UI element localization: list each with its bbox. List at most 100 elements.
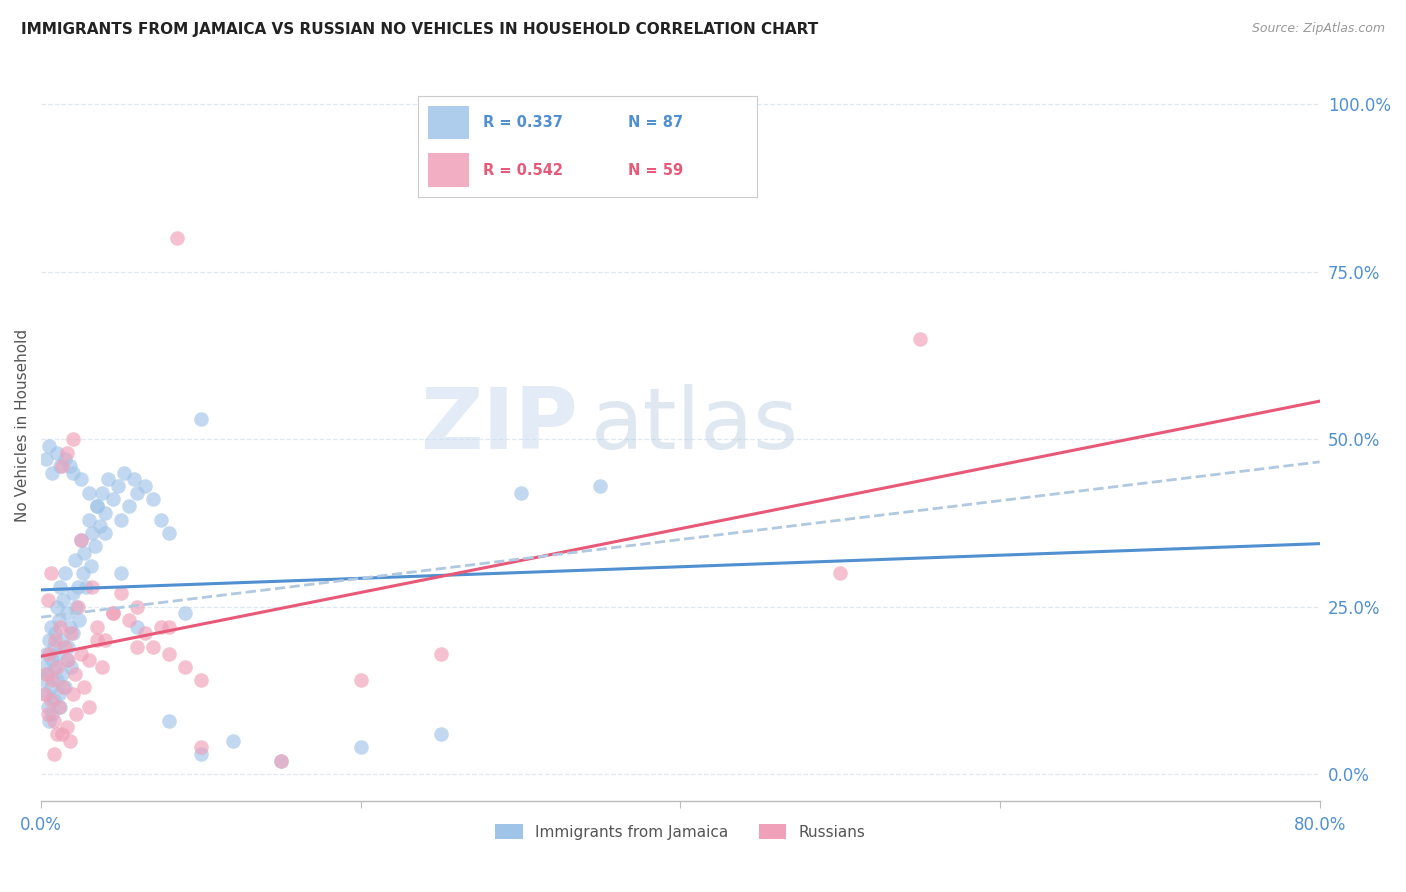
Point	[55, 445, 77, 459]
Point	[70, 647, 93, 661]
Point	[62, 626, 84, 640]
Point	[86, 633, 108, 648]
Point	[59, 458, 82, 473]
Point	[70, 533, 93, 547]
Point	[101, 607, 124, 621]
Point	[55, 653, 77, 667]
Point	[65, 599, 87, 614]
Point	[75, 580, 97, 594]
Point	[110, 566, 132, 581]
Point	[53, 680, 76, 694]
Point	[101, 607, 124, 621]
Point	[51, 458, 73, 473]
Point	[48, 687, 70, 701]
Point	[46, 673, 69, 688]
Point	[42, 640, 65, 654]
Point	[70, 533, 93, 547]
Point	[52, 680, 75, 694]
Point	[79, 559, 101, 574]
Point	[48, 700, 70, 714]
Point	[37, 706, 59, 721]
Point	[51, 666, 73, 681]
Point	[190, 412, 212, 426]
Point	[51, 727, 73, 741]
Point	[86, 499, 108, 513]
Point	[90, 485, 112, 500]
Point	[37, 700, 59, 714]
Point	[350, 740, 373, 755]
Point	[35, 687, 58, 701]
Point	[58, 653, 80, 667]
Text: ZIP: ZIP	[420, 384, 578, 467]
Point	[157, 714, 180, 728]
Point	[142, 640, 165, 654]
Point	[97, 472, 120, 486]
Point	[49, 700, 72, 714]
Point	[44, 660, 66, 674]
Point	[86, 499, 108, 513]
Point	[44, 626, 66, 640]
Point	[52, 593, 75, 607]
Point	[107, 479, 129, 493]
Point	[84, 539, 107, 553]
Point	[53, 640, 76, 654]
Point	[82, 525, 104, 540]
Point	[77, 700, 100, 714]
Point	[62, 432, 84, 446]
Point	[41, 466, 63, 480]
Point	[94, 525, 117, 540]
Point	[39, 566, 62, 581]
Text: atlas: atlas	[591, 384, 799, 467]
Point	[66, 599, 89, 614]
Point	[41, 673, 63, 688]
Point	[49, 458, 72, 473]
Point	[77, 485, 100, 500]
Point	[270, 754, 292, 768]
Point	[46, 727, 69, 741]
Point	[90, 660, 112, 674]
Point	[908, 332, 931, 346]
Point	[38, 647, 60, 661]
Point	[429, 727, 451, 741]
Point	[48, 613, 70, 627]
Point	[134, 626, 156, 640]
Point	[157, 620, 180, 634]
Point	[58, 640, 80, 654]
Point	[125, 620, 148, 634]
Point	[72, 566, 94, 581]
Point	[350, 673, 373, 688]
Point	[55, 720, 77, 734]
Point	[60, 660, 83, 674]
Point	[59, 620, 82, 634]
Point	[51, 633, 73, 648]
Point	[69, 613, 91, 627]
Point	[38, 633, 60, 648]
Y-axis label: No Vehicles in Household: No Vehicles in Household	[15, 329, 30, 523]
Point	[44, 633, 66, 648]
Point	[37, 666, 59, 681]
Point	[94, 506, 117, 520]
Point	[62, 466, 84, 480]
Point	[82, 580, 104, 594]
Point	[49, 580, 72, 594]
Point	[149, 620, 172, 634]
Point	[174, 607, 197, 621]
Point	[34, 687, 56, 701]
Point	[89, 519, 111, 533]
Point	[77, 512, 100, 526]
Point	[142, 492, 165, 507]
Point	[190, 747, 212, 761]
Point	[174, 660, 197, 674]
Point	[42, 714, 65, 728]
Point	[86, 620, 108, 634]
Point	[589, 479, 612, 493]
Point	[112, 466, 135, 480]
Point	[70, 472, 93, 486]
Point	[270, 754, 292, 768]
Point	[125, 599, 148, 614]
Point	[49, 620, 72, 634]
Point	[73, 546, 96, 560]
Point	[35, 666, 58, 681]
Point	[38, 714, 60, 728]
Point	[37, 593, 59, 607]
